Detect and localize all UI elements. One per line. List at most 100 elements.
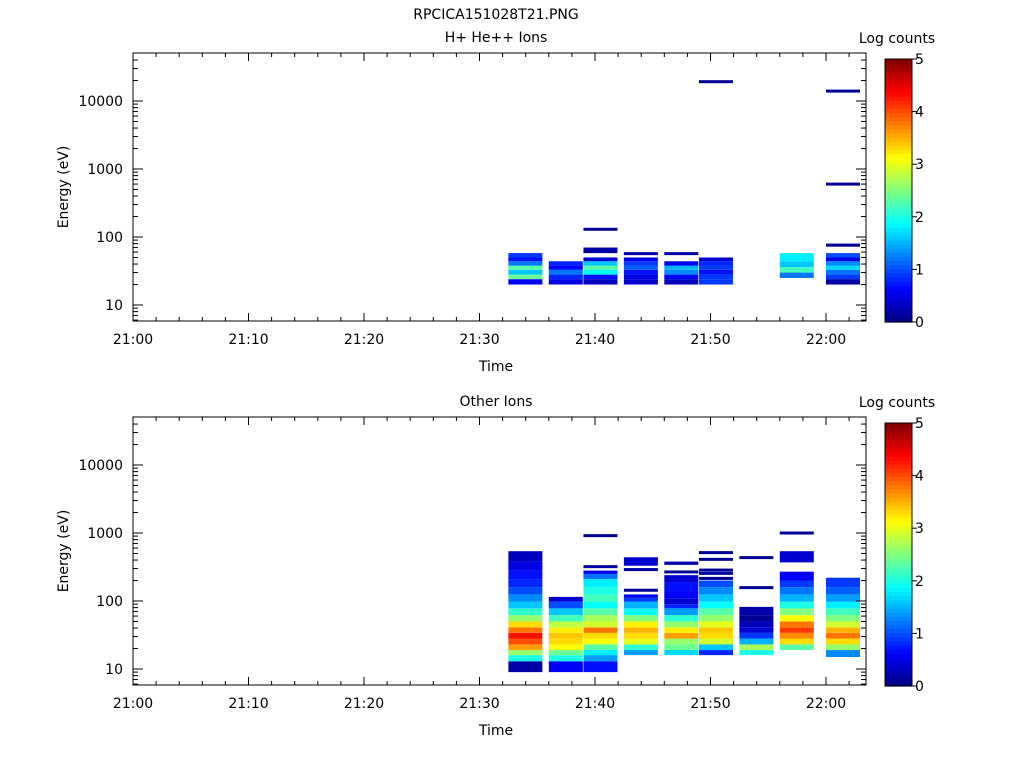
heatmap-cell (508, 274, 543, 280)
colorbar-label: Log counts (859, 31, 935, 47)
colorbar-step (885, 313, 912, 319)
heatmap-cell (739, 621, 774, 628)
heatmap-cell (664, 561, 699, 565)
heatmap-cell (508, 638, 543, 645)
heatmap-cell (548, 661, 583, 673)
colorbar-step (885, 153, 912, 159)
colorbar-step (885, 108, 912, 114)
y-tick-label: 100 (96, 594, 123, 610)
colorbar-step (885, 206, 912, 212)
colorbar-step (885, 673, 912, 679)
heatmap-cell (508, 257, 543, 262)
heatmap-cell (664, 269, 699, 275)
colorbar-step (885, 427, 912, 432)
heatmap-cell (623, 608, 658, 616)
colorbar-step (885, 87, 912, 93)
heatmap-cell (826, 615, 860, 622)
y-tick-label: 10 (105, 662, 123, 678)
colorbar-step (885, 607, 912, 613)
y-axis-label: Energy (eV) (56, 146, 72, 229)
heatmap-cell (548, 601, 583, 609)
colorbar-step (885, 75, 912, 81)
heatmap-cell (698, 557, 733, 561)
heatmap-cell (826, 594, 860, 602)
heatmap-cell (826, 265, 860, 270)
colorbar-step (885, 145, 912, 151)
heatmap-cell (508, 570, 543, 580)
colorbar-step (885, 546, 912, 551)
heatmap-cell (739, 556, 774, 560)
heatmap-cell (548, 615, 583, 622)
y-tick-label: 10000 (78, 458, 123, 474)
heatmap-cell (583, 261, 618, 266)
heatmap-cell (548, 650, 583, 656)
y-tick-label: 1000 (87, 162, 123, 178)
colorbar-step (885, 272, 912, 278)
heatmap-cell (826, 243, 860, 247)
heatmap-cell (623, 568, 658, 572)
heatmap-cell (698, 265, 733, 270)
heatmap-cell (623, 252, 658, 256)
colorbar-step (885, 677, 912, 683)
panel-title: Other Ions (459, 394, 532, 410)
colorbar-step (885, 305, 912, 311)
panel-2: 21:00 21:10 21:20 21:30 21:40 21:50 22:00 Time 1… (56, 394, 935, 739)
colorbar-step (885, 636, 912, 642)
heatmap-cell (508, 551, 543, 562)
colorbar-step (885, 542, 912, 547)
heatmap-cell (826, 632, 860, 639)
colorbar-step (885, 517, 912, 523)
x-tick-label: 21:30 (459, 332, 499, 348)
colorbar-step (885, 309, 912, 315)
colorbar-step (885, 476, 912, 482)
heatmap-cell (583, 650, 618, 656)
colorbar-step (885, 264, 912, 270)
heatmap-cell (698, 257, 733, 262)
colorbar-step (885, 509, 912, 515)
heatmap-cell (826, 621, 860, 628)
heatmap-cell (664, 638, 699, 645)
heatmap-cell (779, 267, 814, 273)
heatmap-cell (508, 615, 543, 622)
heatmap-cell (779, 594, 814, 602)
colorbar-step (885, 169, 912, 175)
heatmap-cell (508, 279, 543, 285)
heatmap-cell (623, 557, 658, 566)
colorbar-step (885, 243, 912, 249)
x-tick-label: 21:20 (344, 332, 384, 348)
colorbar-label: Log counts (859, 395, 935, 411)
heatmap-cell (508, 265, 543, 270)
colorbar-step (885, 276, 912, 282)
colorbar-step (885, 178, 912, 183)
colorbar: 0 1 2 3 4 5 Log counts (859, 31, 935, 331)
heatmap-cell (779, 587, 814, 595)
colorbar-step (885, 293, 912, 298)
heatmap-cell (779, 551, 814, 563)
colorbar-tick-label: 5 (915, 416, 924, 432)
heatmap-cell (508, 253, 543, 258)
colorbar-step (885, 231, 912, 237)
heatmap-cell (739, 644, 774, 651)
x-axis-label: Time (478, 359, 513, 375)
heatmap-cell (623, 594, 658, 598)
colorbar-step (885, 186, 912, 192)
colorbar-step (885, 599, 912, 605)
heatmap-cell (739, 638, 774, 645)
colorbar-tick-label: 2 (915, 210, 924, 226)
colorbar-step (885, 137, 912, 142)
heatmap-cell (826, 601, 860, 609)
colorbar-step (885, 681, 912, 687)
heatmap-cell (583, 632, 618, 639)
colorbar-step (885, 649, 912, 654)
colorbar-step (885, 496, 912, 502)
heatmap-cell (583, 265, 618, 270)
heatmap-cell (508, 627, 543, 633)
x-tick-label: 21:10 (228, 332, 268, 348)
colorbar-step (885, 554, 912, 560)
colorbar-step (885, 182, 912, 187)
colorbar-step (885, 431, 912, 436)
heatmap-cells (508, 80, 860, 285)
colorbar-step (885, 317, 912, 323)
colorbar-step (885, 215, 912, 220)
colorbar-step (885, 488, 912, 494)
